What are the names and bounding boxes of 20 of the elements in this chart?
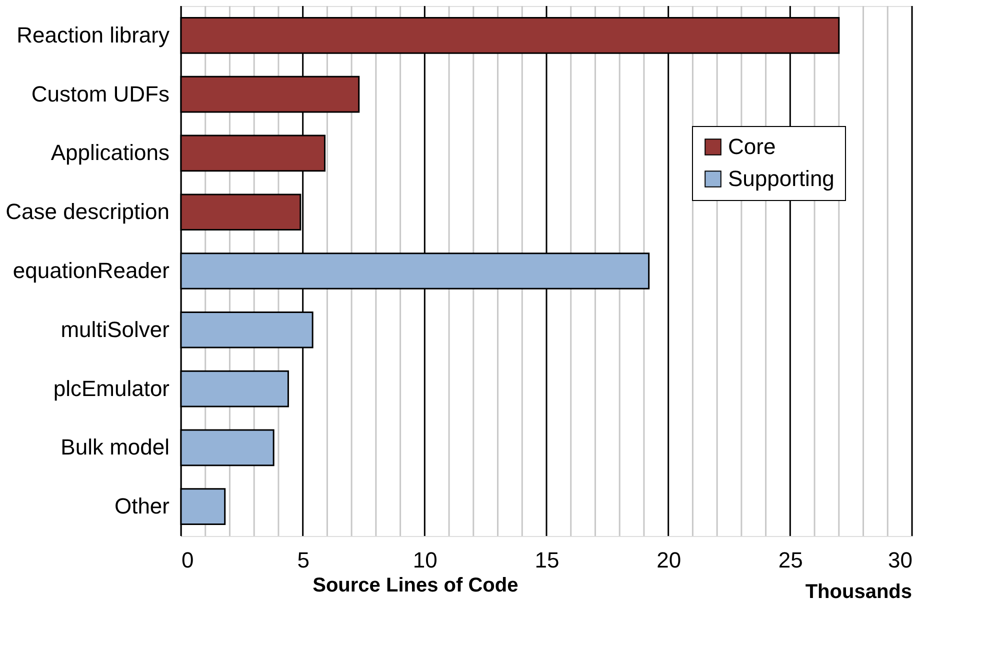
y-tick-label: plcEmulator [53, 376, 170, 401]
y-tick-label: Other [114, 494, 170, 519]
y-tick-label: Case description [6, 199, 170, 224]
x-tick-label: 10 [412, 548, 438, 572]
y-tick-label: multiSolver [60, 316, 170, 342]
text: Thousands [805, 581, 912, 603]
x-tick-label: 25 [778, 548, 803, 572]
y-tick-label: Bulk model [60, 434, 170, 460]
x-tick-label: 15 [534, 548, 560, 572]
x-axis-title: Source Lines of Code [312, 574, 518, 596]
legend-label: Supporting [728, 166, 834, 191]
y-tick-label: equationReader [12, 258, 170, 283]
x-tick-label: 5 [297, 548, 310, 572]
x-tick-label: 30 [888, 548, 912, 572]
legend-label: Core [728, 134, 776, 159]
y-tick-label: Reaction library [16, 22, 170, 48]
x-tick-label: 20 [656, 548, 682, 572]
y-tick-label: Applications [50, 140, 170, 166]
x-tick-label: 0 [182, 548, 194, 572]
y-tick-label: Custom UDFs [31, 81, 170, 106]
